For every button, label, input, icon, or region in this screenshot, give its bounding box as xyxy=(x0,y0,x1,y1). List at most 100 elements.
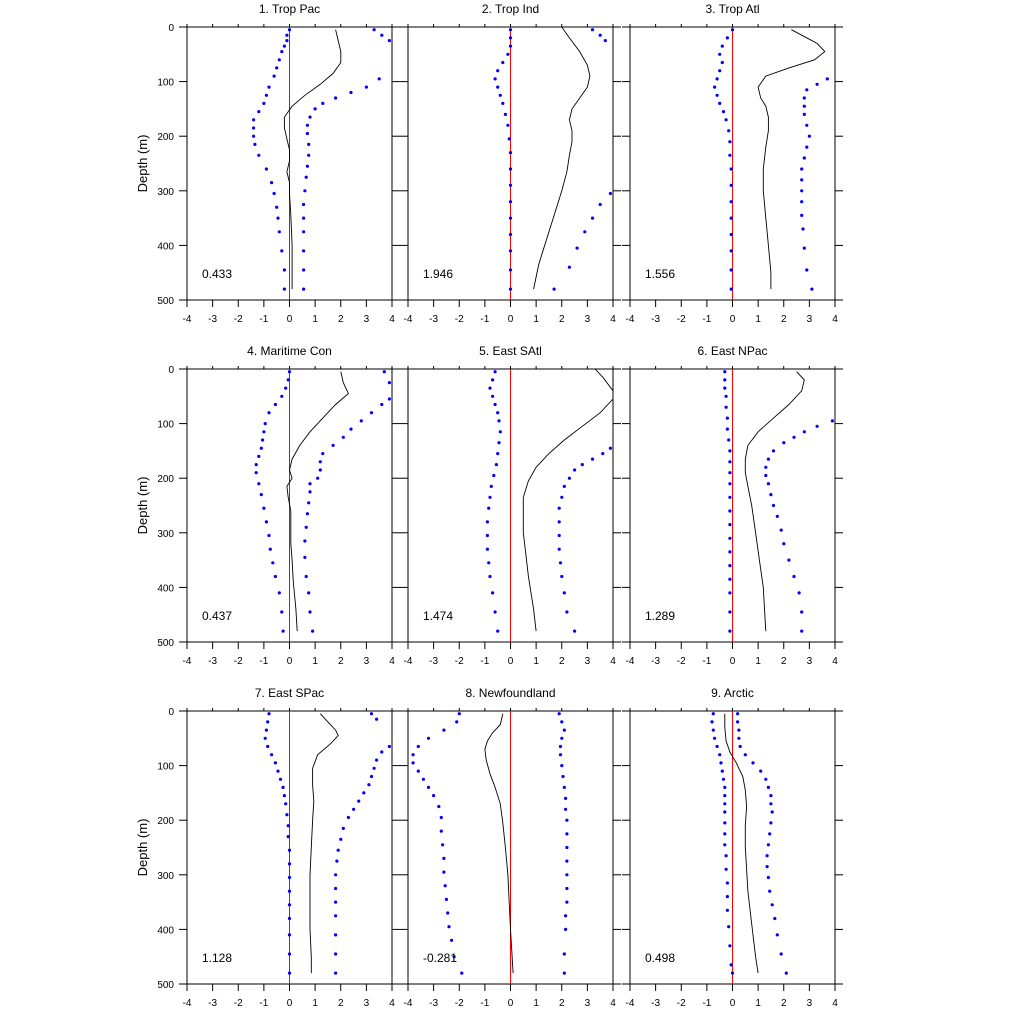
profile-point xyxy=(715,744,719,749)
y-tick-label: 0 xyxy=(168,365,174,376)
profile-point xyxy=(508,200,513,204)
profile-point xyxy=(307,591,311,595)
x-tick-label: 0 xyxy=(730,314,736,325)
profile-point xyxy=(452,955,456,959)
profile-point xyxy=(286,835,290,839)
profile-point xyxy=(321,101,325,105)
profile-point xyxy=(307,501,311,505)
profile-point xyxy=(280,50,284,54)
profile-point xyxy=(496,629,500,633)
profile-point xyxy=(711,728,715,732)
profile-point xyxy=(287,875,292,880)
profile-point xyxy=(723,832,727,836)
profile-point xyxy=(800,178,804,182)
profile-point xyxy=(730,971,735,975)
profile-point xyxy=(728,509,732,513)
profile-point xyxy=(271,561,275,565)
profile-point xyxy=(369,411,374,415)
profile-point xyxy=(805,268,809,272)
profile-point xyxy=(282,287,286,291)
profile-point xyxy=(275,66,279,70)
profile-point xyxy=(334,971,338,975)
profile-point xyxy=(729,268,733,272)
profile-point xyxy=(377,77,381,81)
x-tick-label: -3 xyxy=(208,998,217,1009)
profile-point xyxy=(252,118,256,122)
x-tick-label: -3 xyxy=(651,656,660,667)
profile-point xyxy=(565,900,569,904)
profile-point xyxy=(782,542,786,546)
profile-point xyxy=(508,232,513,237)
profile-point xyxy=(727,438,731,442)
profile-point xyxy=(825,77,829,81)
profile-point xyxy=(254,471,258,475)
x-tick-label: 4 xyxy=(389,998,395,1009)
profile-point xyxy=(382,370,386,374)
profile-point xyxy=(728,536,732,540)
profile-point xyxy=(496,411,500,415)
profile-point xyxy=(711,712,715,716)
profile-point xyxy=(782,441,786,445)
panel-value-label: 1.946 xyxy=(423,267,453,281)
profile-point xyxy=(552,287,556,291)
profile-point xyxy=(352,807,356,811)
profile-point xyxy=(575,246,579,250)
profile-point xyxy=(276,216,280,220)
profile-point xyxy=(304,175,308,179)
profile-point xyxy=(830,419,835,423)
x-tick-label: -1 xyxy=(480,998,489,1009)
profile-point xyxy=(773,916,777,921)
x-tick-label: 1 xyxy=(312,314,318,325)
profile-point xyxy=(421,777,425,781)
profile-point xyxy=(715,93,719,97)
profile-point xyxy=(441,843,445,847)
profile-point xyxy=(264,728,268,732)
profile-point xyxy=(557,533,561,538)
panel-value-label: -0.281 xyxy=(423,951,457,965)
profile-point xyxy=(718,753,722,757)
profile-point xyxy=(267,712,271,716)
profile-point xyxy=(728,482,732,486)
y-axis-label: Depth (m) xyxy=(135,135,150,193)
profile-point xyxy=(557,712,561,716)
profile-point xyxy=(770,903,774,907)
profile-point xyxy=(810,287,814,291)
profile-point xyxy=(270,753,274,757)
panel-data xyxy=(252,28,391,291)
x-tick-label: 3 xyxy=(364,314,370,325)
x-tick-label: 3 xyxy=(585,998,591,1009)
profile-point xyxy=(801,227,805,231)
profile-point xyxy=(564,807,568,811)
profile-point xyxy=(498,93,502,97)
x-tick-label: 2 xyxy=(559,314,565,325)
profile-point xyxy=(334,886,338,891)
profile-point xyxy=(802,430,806,434)
profile-point xyxy=(267,533,271,538)
x-tick-label: 1 xyxy=(533,314,539,325)
dotted-profile-series xyxy=(485,370,502,633)
panel-title: 5. East SAtl xyxy=(479,344,542,358)
profile-point xyxy=(724,118,728,122)
profile-point xyxy=(728,564,732,568)
dotted-profile-series xyxy=(723,370,732,633)
profile-point xyxy=(728,629,732,633)
profile-point xyxy=(261,438,265,442)
profile-point xyxy=(723,785,727,790)
profile-point xyxy=(743,753,747,757)
profile-point xyxy=(766,457,771,461)
profile-point xyxy=(562,728,566,732)
profile-point xyxy=(770,810,774,814)
x-tick-label: -2 xyxy=(677,998,686,1009)
profile-point xyxy=(784,971,788,975)
profile-point xyxy=(375,717,379,721)
panel-data xyxy=(254,370,391,633)
x-tick-label: -3 xyxy=(429,656,438,667)
profile-point xyxy=(723,802,727,806)
dotted-profile-series xyxy=(252,28,292,291)
profile-point xyxy=(443,884,447,888)
x-tick-label: -2 xyxy=(455,314,464,325)
profile-point xyxy=(729,287,733,291)
panel-title: 6. East NPac xyxy=(697,344,767,358)
profile-point xyxy=(769,794,773,798)
profile-point xyxy=(305,512,309,516)
